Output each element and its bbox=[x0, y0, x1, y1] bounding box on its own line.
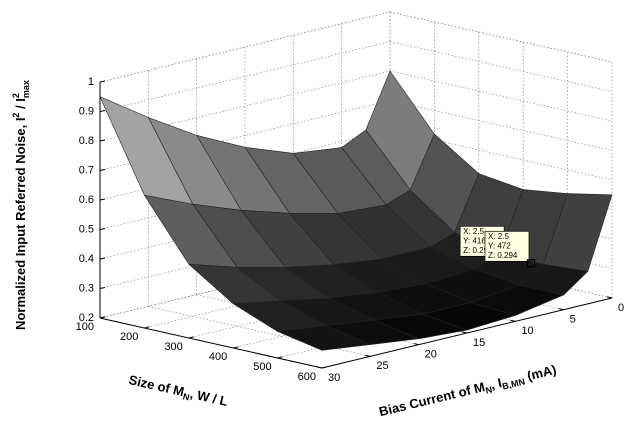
z-tick-label: 0.3 bbox=[79, 282, 94, 294]
grid-line bbox=[389, 247, 613, 299]
x-label-part: , I bbox=[489, 376, 503, 393]
surface bbox=[99, 70, 613, 351]
axes: 0.20.30.40.50.60.70.80.91100200300400500… bbox=[76, 76, 624, 384]
y-tick bbox=[321, 366, 328, 369]
x-tick-label: 20 bbox=[425, 349, 437, 361]
grid-line bbox=[389, 100, 613, 151]
datatip-box bbox=[484, 230, 530, 262]
x-label-part: (mA) bbox=[522, 362, 558, 384]
datatip-text: Y: 416 bbox=[463, 236, 486, 245]
z-tick bbox=[99, 139, 106, 142]
x-tick bbox=[558, 308, 564, 311]
y-tick-label: 100 bbox=[76, 321, 94, 333]
x-tick bbox=[461, 331, 468, 334]
y-tick-label: 300 bbox=[164, 341, 182, 353]
box-edge bbox=[389, 11, 613, 63]
y-axis bbox=[99, 317, 323, 369]
z-label-part: 2 bbox=[11, 93, 21, 98]
x-label-part: B,MN bbox=[501, 377, 526, 392]
z-tick-label: 0.4 bbox=[79, 253, 94, 265]
x-tick-label: 0 bbox=[618, 302, 624, 314]
z-tick-label: 0.8 bbox=[79, 135, 94, 147]
z-axis-label: Normalized Input Referred Noise, I2 / I2… bbox=[11, 80, 31, 330]
x-tick-label: 10 bbox=[521, 325, 533, 337]
x-label-part: Bias Current of M bbox=[378, 380, 487, 420]
box-edge bbox=[99, 11, 391, 83]
z-tick bbox=[99, 228, 106, 230]
y-tick-label: 500 bbox=[253, 361, 271, 373]
x-tick-label: 15 bbox=[473, 337, 485, 349]
z-tick bbox=[99, 169, 106, 171]
z-tick bbox=[99, 257, 106, 260]
grid-line bbox=[389, 41, 613, 92]
y-tick bbox=[188, 336, 194, 339]
y-tick-label: 600 bbox=[298, 371, 316, 383]
z-tick-label: 0.9 bbox=[79, 105, 94, 117]
z-tick-label: 0.6 bbox=[79, 194, 94, 206]
y-label-part: Size of M bbox=[127, 373, 185, 400]
y-axis-label: Size of MN, W / L bbox=[127, 373, 229, 412]
z-tick-label: 1 bbox=[88, 76, 94, 88]
x-tick bbox=[606, 296, 613, 299]
x-tick bbox=[413, 343, 419, 346]
x-axis-label: Bias Current of MN, IB,MN (mA) bbox=[378, 362, 559, 421]
y-tick-label: 200 bbox=[120, 331, 138, 343]
z-tick-label: 0.2 bbox=[79, 312, 94, 324]
surface-patch bbox=[276, 325, 372, 351]
z-label-part: / I bbox=[13, 98, 28, 112]
y-label-part: N bbox=[182, 392, 191, 403]
x-tick-label: 30 bbox=[328, 372, 340, 384]
z-tick-label: 0.5 bbox=[79, 223, 94, 235]
x-label-part: N bbox=[485, 385, 494, 396]
x-tick bbox=[510, 319, 516, 322]
y-tick bbox=[233, 346, 239, 349]
z-tick bbox=[99, 287, 106, 289]
y-tick bbox=[99, 316, 106, 319]
z-tick bbox=[99, 110, 106, 112]
x-tick bbox=[316, 366, 323, 369]
datatip-marker bbox=[526, 259, 536, 268]
y-tick-label: 400 bbox=[209, 351, 227, 363]
y-tick bbox=[277, 356, 283, 359]
x-tick bbox=[365, 354, 371, 357]
y-label-part: , W / L bbox=[189, 386, 230, 409]
datatip-text: X: 2.5 bbox=[463, 227, 484, 236]
x-tick-label: 25 bbox=[376, 360, 388, 372]
z-tick bbox=[99, 80, 106, 83]
z-tick bbox=[99, 198, 106, 201]
z-label-part: max bbox=[21, 80, 31, 98]
grid-line bbox=[389, 70, 613, 122]
datatip-text: X: 2.5 bbox=[488, 232, 509, 241]
datatip-text: Z: 0.292 bbox=[463, 246, 493, 255]
y-tick bbox=[144, 326, 150, 329]
datatip-text: Y: 472 bbox=[488, 241, 511, 250]
grid-line bbox=[389, 129, 613, 181]
z-tick-label: 0.7 bbox=[79, 164, 94, 176]
x-tick-label: 5 bbox=[570, 314, 576, 326]
z-label-part: Normalized Input Referred Noise, I bbox=[13, 118, 28, 330]
datatip-text: Z: 0.294 bbox=[488, 251, 518, 260]
z-label-part: 2 bbox=[11, 113, 21, 118]
